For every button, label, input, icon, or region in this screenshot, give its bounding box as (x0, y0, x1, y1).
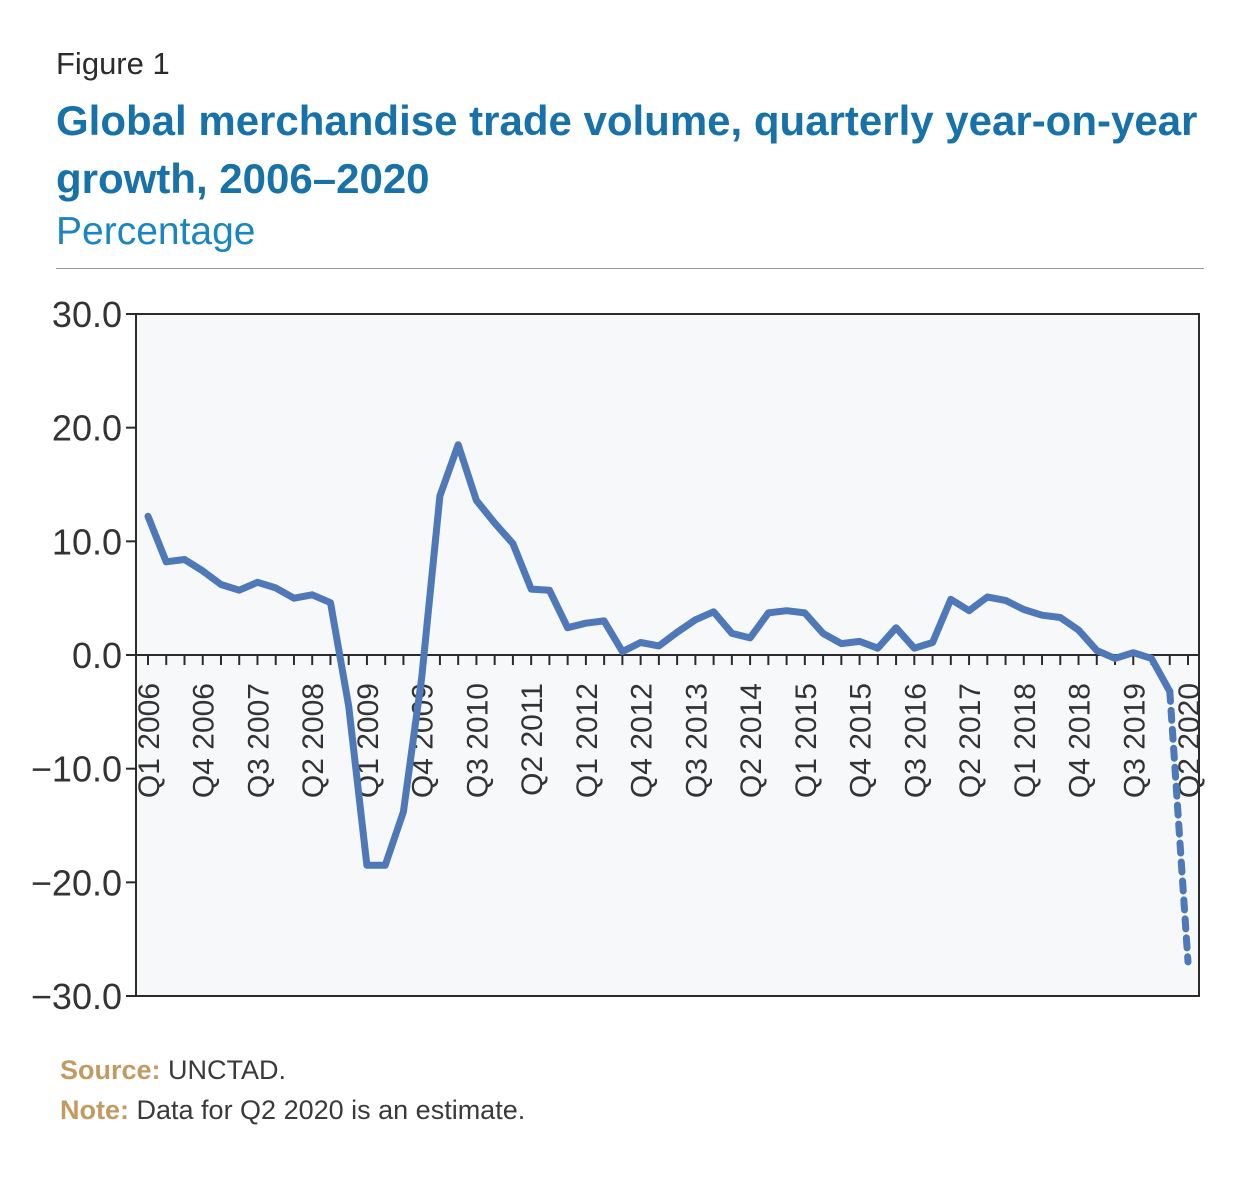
y-axis: 30.0 20.0 10.0 0.0 −10.0 −20.0 −30.0 (31, 294, 136, 1017)
note-text: Data for Q2 2020 is an estimate. (136, 1095, 526, 1125)
source-line: Source: UNCTAD. (60, 1050, 525, 1090)
series-line-estimate (1166, 687, 1192, 966)
x-tick-label: Q3 2019 (1118, 683, 1151, 798)
x-tick-label: Q4 2018 (1064, 683, 1097, 798)
series-group (144, 441, 1192, 966)
x-tick-label: Q2 2008 (297, 683, 330, 798)
x-tick-label: Q1 2012 (571, 683, 604, 798)
note-label: Note: (60, 1095, 129, 1125)
chart-title: Global merchandise trade volume, quarter… (56, 97, 1198, 202)
x-axis: Q1 2006 Q4 2006 Q3 2007 Q2 2008 Q1 2009 Q4 20… (133, 654, 1206, 798)
y-tick-label: −30.0 (31, 976, 122, 1017)
x-tick-label: Q2 2017 (954, 683, 987, 798)
x-tick-label: Q4 2012 (626, 683, 659, 798)
figure-label: Figure 1 (56, 46, 170, 81)
x-tick-label: Q2 2020 (1173, 683, 1206, 798)
chart-notes: Source: UNCTAD. Note: Data for Q2 2020 i… (60, 1050, 525, 1130)
y-tick-label: 10.0 (52, 521, 122, 562)
y-tick-label: −20.0 (31, 862, 122, 903)
x-tick-label: Q3 2016 (899, 683, 932, 798)
x-tick-label: Q3 2010 (461, 683, 494, 798)
y-tick-label: 30.0 (52, 294, 122, 335)
title-divider (56, 268, 1204, 269)
y-tick-label: 20.0 (52, 408, 122, 449)
note-line: Note: Data for Q2 2020 is an estimate. (60, 1090, 525, 1130)
x-tick-label: Q1 2015 (790, 683, 823, 798)
source-label: Source: (60, 1055, 161, 1085)
x-tick-label: Q2 2014 (735, 683, 768, 798)
chart-subtitle: Percentage (56, 210, 256, 253)
x-tick-label: Q1 2006 (133, 683, 166, 798)
x-tick-label: Q3 2013 (680, 683, 713, 798)
source-text: UNCTAD. (168, 1055, 287, 1085)
line-chart: 30.0 20.0 10.0 0.0 −10.0 −20.0 −30.0 Q1 2006 Q4… (31, 294, 1206, 1017)
series-line (144, 441, 1174, 869)
x-tick-label: Q2 2011 (516, 683, 549, 796)
y-tick-label: 0.0 (72, 635, 122, 676)
x-tick-label: Q4 2006 (188, 683, 221, 798)
x-tick-label: Q1 2018 (1009, 683, 1042, 798)
x-tick-label: Q3 2007 (242, 683, 275, 798)
y-tick-label: −10.0 (31, 749, 122, 790)
x-tick-label: Q4 2015 (845, 683, 878, 798)
